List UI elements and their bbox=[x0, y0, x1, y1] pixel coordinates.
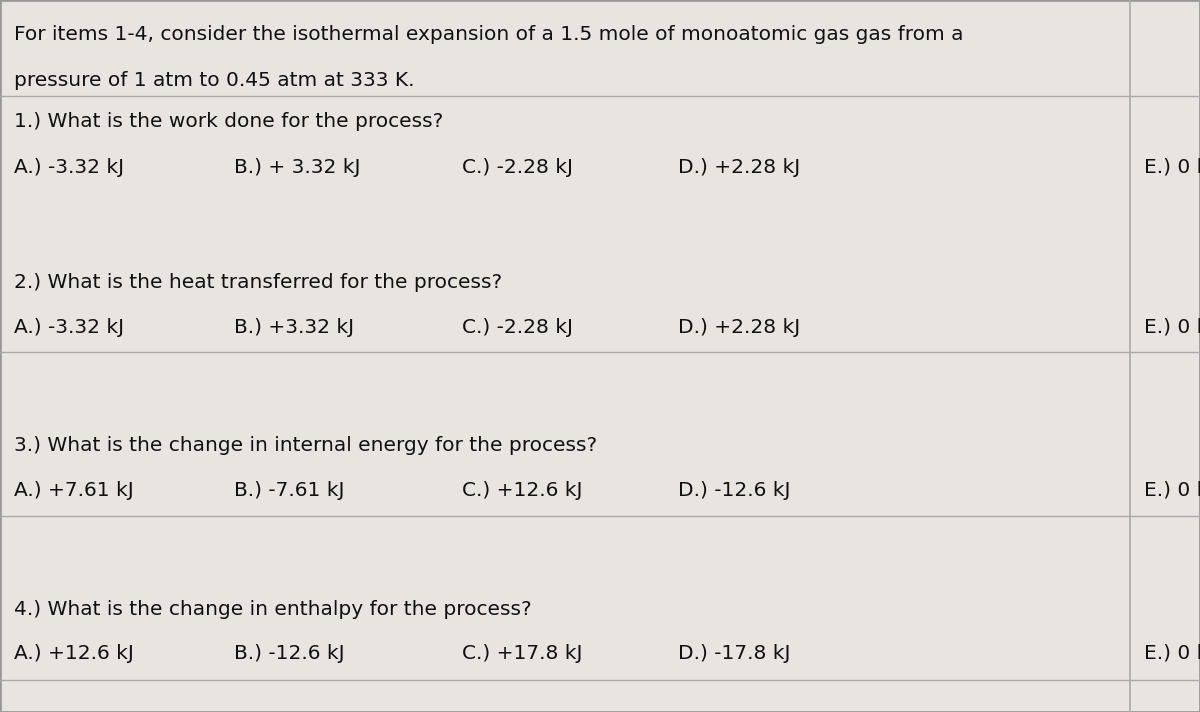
Text: 4.) What is the change in enthalpy for the process?: 4.) What is the change in enthalpy for t… bbox=[14, 600, 532, 619]
Text: A.) +12.6 kJ: A.) +12.6 kJ bbox=[14, 644, 134, 664]
Text: D.) -17.8 kJ: D.) -17.8 kJ bbox=[678, 644, 791, 664]
Text: For items 1-4, consider the isothermal expansion of a 1.5 mole of monoatomic gas: For items 1-4, consider the isothermal e… bbox=[14, 25, 964, 44]
Text: B.) +3.32 kJ: B.) +3.32 kJ bbox=[234, 318, 354, 337]
Text: C.) +17.8 kJ: C.) +17.8 kJ bbox=[462, 644, 582, 664]
Text: B.) -12.6 kJ: B.) -12.6 kJ bbox=[234, 644, 344, 664]
Text: 1.) What is the work done for the process?: 1.) What is the work done for the proces… bbox=[14, 112, 444, 132]
Text: D.) -12.6 kJ: D.) -12.6 kJ bbox=[678, 481, 791, 500]
Text: E.) 0 kJ: E.) 0 kJ bbox=[1144, 318, 1200, 337]
Text: C.) -2.28 kJ: C.) -2.28 kJ bbox=[462, 318, 574, 337]
Text: A.) -3.32 kJ: A.) -3.32 kJ bbox=[14, 158, 125, 177]
Text: D.) +2.28 kJ: D.) +2.28 kJ bbox=[678, 158, 800, 177]
Text: pressure of 1 atm to 0.45 atm at 333 K.: pressure of 1 atm to 0.45 atm at 333 K. bbox=[14, 71, 415, 90]
Text: E.) 0 kJ: E.) 0 kJ bbox=[1144, 158, 1200, 177]
Text: D.) +2.28 kJ: D.) +2.28 kJ bbox=[678, 318, 800, 337]
Text: A.) +7.61 kJ: A.) +7.61 kJ bbox=[14, 481, 134, 500]
Text: 3.) What is the change in internal energy for the process?: 3.) What is the change in internal energ… bbox=[14, 436, 598, 455]
Text: 2.) What is the heat transferred for the process?: 2.) What is the heat transferred for the… bbox=[14, 273, 503, 292]
Text: E.) 0 kJ: E.) 0 kJ bbox=[1144, 481, 1200, 500]
Text: B.) -7.61 kJ: B.) -7.61 kJ bbox=[234, 481, 344, 500]
Text: C.) +12.6 kJ: C.) +12.6 kJ bbox=[462, 481, 582, 500]
Text: B.) + 3.32 kJ: B.) + 3.32 kJ bbox=[234, 158, 360, 177]
Text: A.) -3.32 kJ: A.) -3.32 kJ bbox=[14, 318, 125, 337]
Text: C.) -2.28 kJ: C.) -2.28 kJ bbox=[462, 158, 574, 177]
Text: E.) 0 kJ: E.) 0 kJ bbox=[1144, 644, 1200, 664]
